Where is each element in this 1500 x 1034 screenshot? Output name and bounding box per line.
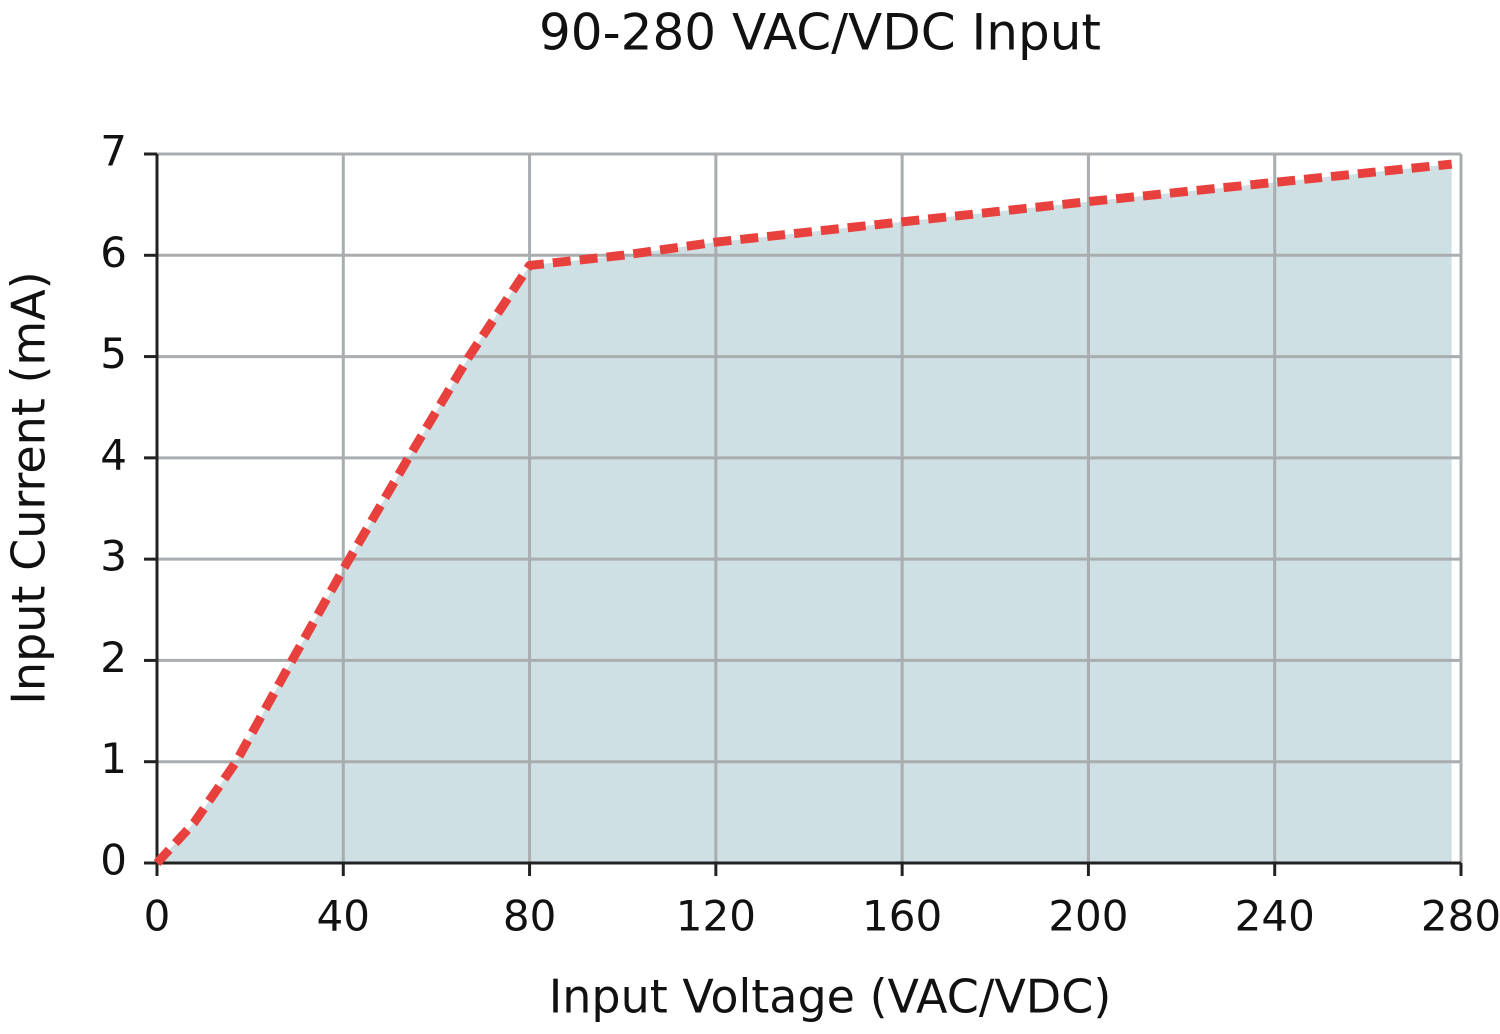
x-tick-label: 40 bbox=[317, 892, 370, 941]
y-tick-label: 7 bbox=[100, 127, 127, 176]
x-axis-label: Input Voltage (VAC/VDC) bbox=[549, 970, 1112, 1024]
y-tick-label: 6 bbox=[100, 228, 127, 277]
x-tick-label: 160 bbox=[862, 892, 942, 941]
x-tick-label: 120 bbox=[676, 892, 756, 941]
y-tick-label: 1 bbox=[100, 734, 127, 783]
y-axis-label: Input Current (mA) bbox=[2, 271, 56, 704]
x-tick-label: 0 bbox=[144, 892, 171, 941]
y-tick-label: 3 bbox=[100, 532, 127, 581]
y-tick-label: 0 bbox=[100, 836, 127, 885]
y-tick-label: 4 bbox=[100, 430, 127, 479]
x-tick-label: 240 bbox=[1235, 892, 1315, 941]
x-tick-label: 200 bbox=[1048, 892, 1128, 941]
y-tick-label: 2 bbox=[100, 633, 127, 682]
area-fill bbox=[157, 164, 1452, 864]
x-tick-label: 80 bbox=[503, 892, 556, 941]
line bbox=[153, 159, 1453, 867]
x-tick-label: 280 bbox=[1421, 892, 1500, 941]
chart-title: 90-280 VAC/VDC Input bbox=[539, 4, 1101, 62]
y-tick-label: 5 bbox=[100, 329, 127, 378]
